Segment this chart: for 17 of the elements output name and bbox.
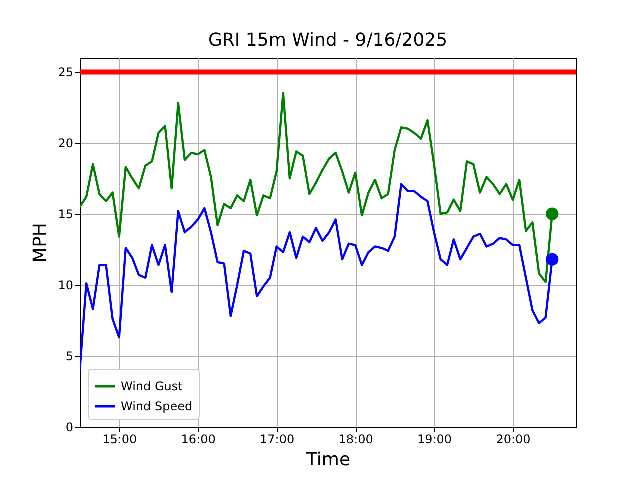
y-tick-label: 5 [66,350,74,364]
x-tick-label: 16:00 [181,432,216,446]
x-tick-label: 15:00 [102,432,138,446]
x-tick-label: 17:00 [260,432,295,446]
y-tick-label: 15 [58,208,74,222]
y-axis-title: MPH [30,223,52,263]
y-tick-label: 0 [66,420,74,434]
y-tick-label: 20 [58,136,74,151]
x-tick-label: 18:00 [338,432,374,446]
legend-label: Wind Speed [121,400,193,414]
y-tick-label: 10 [58,278,74,293]
legend-label: Wind Gust [121,380,184,394]
chart-title: GRI 15m Wind - 9/16/2025 [208,30,448,51]
x-tick-label: 20:00 [496,432,531,446]
y-tick-label: 25 [58,66,74,80]
x-axis-title: Time [305,450,351,470]
x-tick-label: 19:00 [417,432,452,446]
